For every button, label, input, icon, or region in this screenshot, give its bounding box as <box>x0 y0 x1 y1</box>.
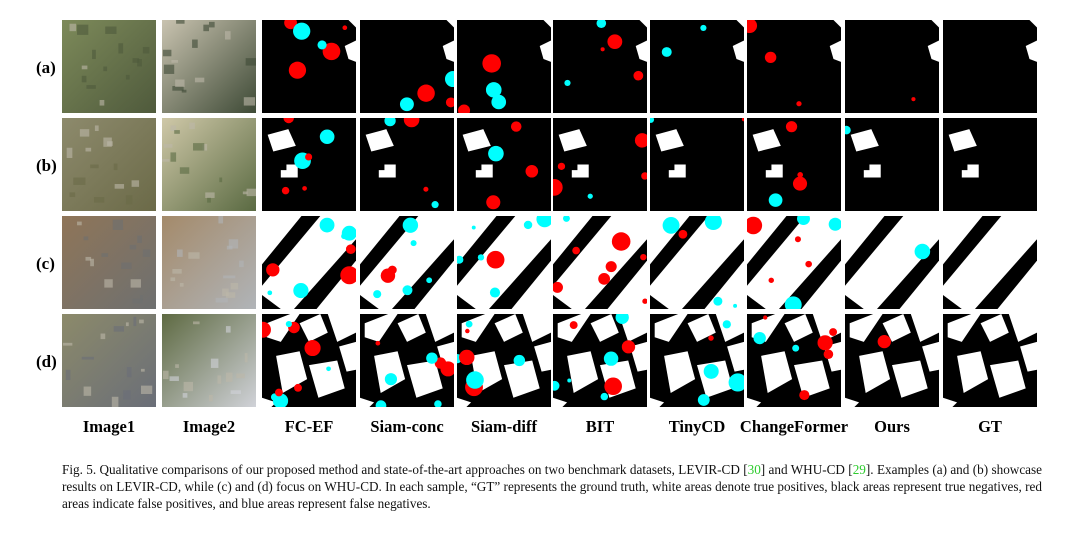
image1-photo <box>62 20 156 113</box>
image2-photo <box>162 314 256 407</box>
change-map-siam-conc <box>360 216 454 309</box>
column-label: Siam-diff <box>471 417 537 436</box>
change-map-ours <box>845 314 939 407</box>
change-map-tinycd <box>650 118 744 211</box>
image1-photo <box>62 314 156 407</box>
change-map-ours <box>845 118 939 211</box>
change-map-siam-diff <box>457 314 551 407</box>
change-map-siam-conc <box>360 118 454 211</box>
column-label: Image1 <box>82 417 136 436</box>
change-map-changeformer <box>747 20 841 113</box>
change-map-siam-conc <box>360 314 454 407</box>
change-map-gt <box>943 118 1037 211</box>
change-map-bit <box>553 118 647 211</box>
change-map-tinycd <box>650 20 744 113</box>
change-map-fc-ef <box>262 20 356 113</box>
column-label: BIT <box>585 417 615 436</box>
change-map-siam-conc <box>360 20 454 113</box>
citation-link[interactable]: 29 <box>852 462 866 477</box>
change-map-fc-ef <box>262 216 356 309</box>
column-label: TinyCD <box>668 417 726 436</box>
change-map-siam-diff <box>457 216 551 309</box>
column-label: FC-EF <box>284 417 334 436</box>
citation-link[interactable]: 30 <box>747 462 761 477</box>
image1-photo <box>62 216 156 309</box>
change-map-changeformer <box>747 118 841 211</box>
column-label: GT <box>978 417 1002 436</box>
change-map-fc-ef <box>262 314 356 407</box>
column-label: Image2 <box>182 417 236 436</box>
change-map-bit <box>553 314 647 407</box>
change-map-changeformer <box>747 216 841 309</box>
column-label: ChangeFormer <box>739 417 849 436</box>
image2-photo <box>162 216 256 309</box>
change-map-fc-ef <box>262 118 356 211</box>
change-map-gt <box>943 216 1037 309</box>
change-map-ours <box>845 20 939 113</box>
image2-photo <box>162 20 256 113</box>
image2-photo <box>162 118 256 211</box>
change-map-bit <box>553 20 647 113</box>
change-map-ours <box>845 216 939 309</box>
caption: Fig. 5. Qualitative comparisons of our p… <box>62 461 1042 512</box>
row-label: (b) <box>36 156 57 175</box>
change-map-siam-diff <box>457 20 551 113</box>
change-map-changeformer <box>747 314 841 407</box>
row-label: (a) <box>36 58 56 77</box>
row-label: (d) <box>36 352 57 371</box>
change-map-tinycd <box>650 216 744 309</box>
image1-photo <box>62 118 156 211</box>
change-map-gt <box>943 20 1037 113</box>
caption-text: Fig. 5. Qualitative comparisons of our p… <box>62 462 748 477</box>
change-map-siam-diff <box>457 118 551 211</box>
change-map-tinycd <box>650 314 744 407</box>
row-label: (c) <box>36 254 55 273</box>
column-label: Siam-conc <box>370 417 444 436</box>
column-label: Ours <box>874 417 910 436</box>
change-map-gt <box>943 314 1037 407</box>
change-map-bit <box>553 216 647 309</box>
caption-text: ]. Examples (a) and (b) showcase results… <box>62 462 1043 511</box>
caption-text: ] and WHU-CD [ <box>760 462 853 477</box>
